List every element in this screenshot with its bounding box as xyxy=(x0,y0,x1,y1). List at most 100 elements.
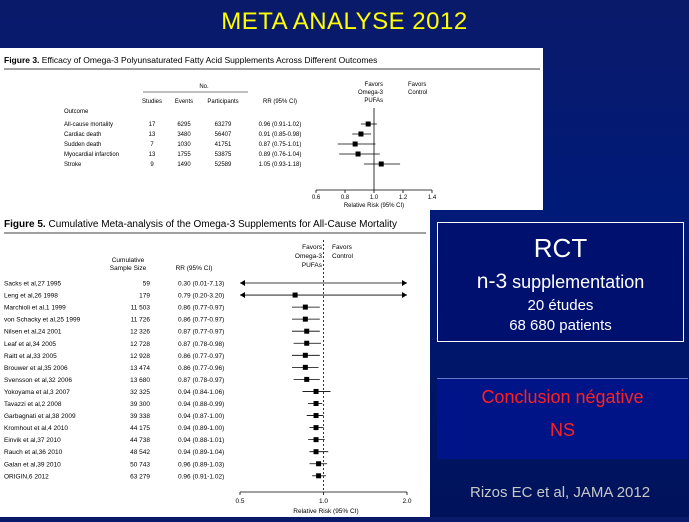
fig3-tick-label: 1.4 xyxy=(428,195,437,201)
fig3-tick-label: 1.0 xyxy=(370,195,379,201)
fig5-row-sample-size: 63 279 xyxy=(130,473,150,480)
fig3-row-name: Stroke xyxy=(64,162,82,168)
fig5-row-name: Galan et al,39 2010 xyxy=(4,461,61,468)
fig5-row-rr: 0.94 (0.89-1.04) xyxy=(178,449,224,456)
figure-5-favors-left-1: Favors xyxy=(302,244,323,251)
fig5-ci-arrow-left xyxy=(240,280,245,286)
rct-patients-count: 68 680 patients xyxy=(509,317,612,334)
figure-3-caption-bold: Figure 3. xyxy=(4,55,39,65)
fig5-row-name: Garbagnati et al,38 2009 xyxy=(4,413,76,420)
fig5-row-name: Sacks et al,27 1995 xyxy=(4,281,61,288)
figure-5-col-sample-1: Cumulative xyxy=(112,257,145,264)
figure-5-forest-plot: Figure 5. Cumulative Meta-analysis of th… xyxy=(4,219,426,515)
fig5-row-sample-size: 11 726 xyxy=(131,317,151,324)
fig5-point-marker xyxy=(313,388,319,394)
conclusion-text: Conclusion négative xyxy=(481,387,644,407)
rct-title: RCT xyxy=(533,233,588,263)
fig5-row-name: Svensson et al,32 2006 xyxy=(4,377,72,384)
rct-supplementation-line: n-3 supplementation xyxy=(438,270,683,294)
fig5-row-sample-size: 12 928 xyxy=(130,353,150,360)
fig5-point-marker xyxy=(313,413,319,419)
rct-studies-count: 20 études xyxy=(527,297,594,314)
fig3-tick-label: 0.8 xyxy=(341,195,350,201)
fig5-row-sample-size: 59 xyxy=(143,281,151,288)
figure-5-favors-left-2: Omega-3 xyxy=(295,253,322,260)
fig5-point-marker xyxy=(304,376,310,382)
figure-5-col-rr: RR (95% CI) xyxy=(176,265,213,272)
fig5-row-name: Raitt et al,33 2005 xyxy=(4,353,57,360)
fig3-row-name: Cardiac death xyxy=(64,132,101,138)
fig3-row-rr: 0.91 (0.85-0.98) xyxy=(259,132,302,138)
fig5-point-marker xyxy=(304,340,310,346)
fig3-row-name: All-cause mortality xyxy=(64,122,113,128)
slide-title: META ANALYSE 2012 xyxy=(221,8,468,35)
fig5-point-marker xyxy=(313,437,319,443)
fig3-row-studies: 13 xyxy=(149,152,156,158)
figure-3-panel: Figure 3. Efficacy of Omega-3 Polyunsatu… xyxy=(0,48,543,210)
fig5-row-sample-size: 11 503 xyxy=(131,305,151,312)
fig5-tick-label: 0.5 xyxy=(235,498,244,505)
fig5-row-sample-size: 32 325 xyxy=(130,389,150,396)
figure-3-col-participants: Participants xyxy=(207,99,238,105)
figure-3-favors-left-1: Favors xyxy=(365,82,383,88)
figure-3-favors-left-2: Omega-3 xyxy=(358,90,384,96)
fig3-row-events: 1030 xyxy=(177,142,191,148)
fig5-row-rr: 0.86 (0.77-0.97) xyxy=(178,305,224,312)
fig3-row-participants: 53875 xyxy=(215,152,232,158)
rct-summary-box: RCT n-3 supplementation 20 études 68 680… xyxy=(437,222,684,342)
fig5-row-name: Brouwer et al,35 2006 xyxy=(4,365,68,372)
fig5-point-marker xyxy=(316,461,322,467)
figure-3-axis: 0.6 0.8 1.0 1.2 1.4 xyxy=(312,108,437,201)
figure-5-axis: 0.5 1.0 2.0 xyxy=(235,240,412,505)
figure-5-caption-text: Cumulative Meta-analysis of the Omega-3 … xyxy=(46,219,397,230)
fig3-point-marker xyxy=(355,151,361,157)
fig5-row-rr: 0.94 (0.88-1.01) xyxy=(178,437,224,444)
fig3-row-studies: 7 xyxy=(150,142,154,148)
fig3-row-events: 6295 xyxy=(177,122,191,128)
figure-3-axis-title: Relative Risk (95% CI) xyxy=(344,203,404,209)
fig5-row-rr: 0.86 (0.77-0.97) xyxy=(178,317,224,324)
fig5-point-marker xyxy=(304,328,310,334)
fig3-row-studies: 17 xyxy=(149,122,156,128)
fig5-row-rr: 0.79 (0.20-3.20) xyxy=(178,293,224,300)
fig3-row-rr: 0.87 (0.75-1.01) xyxy=(259,142,302,148)
conclusion-ns: NS xyxy=(549,420,575,440)
fig3-row-name: Sudden death xyxy=(64,142,101,148)
fig5-ci-arrow-right xyxy=(402,280,407,286)
fig3-row-rr: 1.05 (0.93-1.18) xyxy=(259,162,302,168)
fig3-row-participants: 56407 xyxy=(215,132,232,138)
fig5-row-sample-size: 12 326 xyxy=(130,329,150,336)
rct-n3-label: n-3 xyxy=(476,270,508,293)
figure-5-col-sample-2: Sample Size xyxy=(110,265,147,272)
fig5-row-sample-size: 179 xyxy=(139,293,150,300)
fig5-row-sample-size: 13 680 xyxy=(130,377,150,384)
fig5-row-rr: 0.96 (0.91-1.02) xyxy=(178,473,224,480)
fig5-ci-arrow-right xyxy=(402,292,407,299)
fig5-row-sample-size: 13 474 xyxy=(130,365,150,372)
fig5-row-sample-size: 44 175 xyxy=(130,425,150,432)
figure-3-outcome-label: Outcome xyxy=(64,109,89,115)
figure-5-favors-left-3: PUFAs xyxy=(302,262,323,269)
fig5-row-rr: 0.86 (0.77-0.96) xyxy=(178,365,224,372)
fig5-row-name: Marchioli et al,1 1999 xyxy=(4,305,66,312)
fig3-tick-label: 1.2 xyxy=(399,195,408,201)
fig3-point-marker xyxy=(378,161,384,167)
fig3-row-studies: 9 xyxy=(150,162,154,168)
fig5-row-rr: 0.94 (0.84-1.06) xyxy=(178,389,224,396)
figure-5-caption: Figure 5. Cumulative Meta-analysis of th… xyxy=(4,219,397,230)
fig5-row-sample-size: 48 542 xyxy=(130,449,150,456)
figure-3-col-rr: RR (95% CI) xyxy=(263,99,297,105)
figure-3-col-studies: Studies xyxy=(142,99,162,105)
figure-3-favors-right-2: Control xyxy=(408,90,427,96)
fig3-point-marker xyxy=(365,121,371,127)
fig3-row-participants: 41751 xyxy=(215,142,232,148)
fig5-row-sample-size: 50 743 xyxy=(130,461,150,468)
fig5-row-name: ORIGIN,6 2012 xyxy=(4,473,49,480)
fig3-tick-label: 0.6 xyxy=(312,195,321,201)
fig5-row-sample-size: 44 738 xyxy=(130,437,150,444)
fig5-point-marker xyxy=(302,364,308,370)
conclusion-box: Conclusion négative NS xyxy=(437,378,688,459)
fig3-row-name: Myocardial infarction xyxy=(64,152,119,158)
figure-3-forest-plot: Figure 3. Efficacy of Omega-3 Polyunsatu… xyxy=(4,55,540,209)
fig5-row-rr: 0.96 (0.89-1.03) xyxy=(178,461,224,468)
